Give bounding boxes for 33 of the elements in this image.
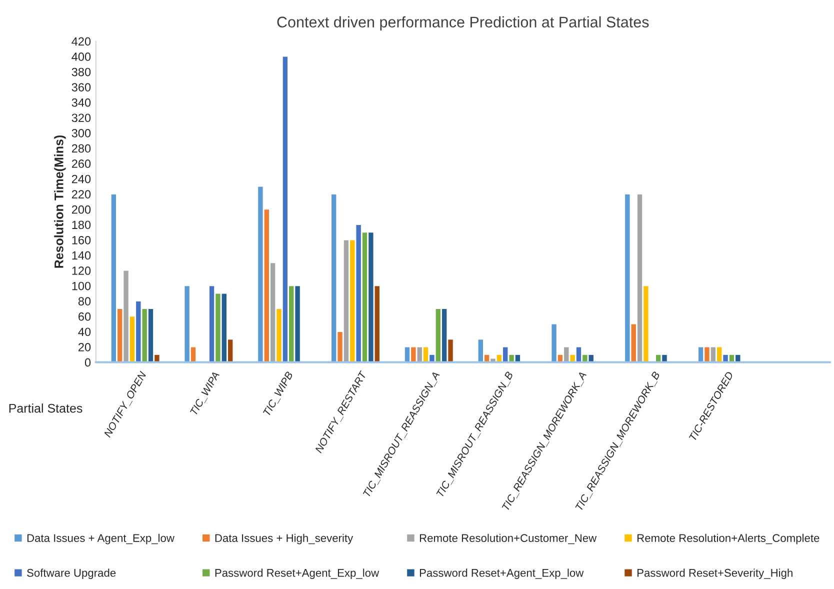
y-tick-label: 20: [78, 342, 91, 352]
y-tick-label: 200: [72, 205, 91, 214]
legend-label: Software Upgrade: [27, 568, 116, 579]
y-tick-label: 240: [72, 174, 91, 184]
y-tick-label: 400: [72, 52, 91, 61]
y-tick-label: 300: [72, 128, 91, 138]
legend-label: Password Reset+Agent_Exp_low: [420, 568, 584, 579]
legend-label: Remote Resolution+Alerts_Complete: [638, 534, 820, 544]
y-tick-label: 340: [72, 98, 91, 107]
legend-label: Remote Resolution+Customer_New: [420, 534, 597, 544]
y-tick-label: 0: [84, 358, 91, 367]
y-tick-label: 80: [78, 297, 91, 306]
y-axis-title: Resolution Time(Mins): [54, 135, 66, 268]
y-tick-label: 220: [72, 190, 91, 198]
y-tick-label: 280: [72, 144, 91, 153]
y-tick-label: 260: [72, 160, 91, 168]
legend-label: Password Reset+Agent_Exp_low: [215, 568, 380, 579]
y-tick-label: 140: [72, 251, 91, 260]
x-axis-title: Partial States: [9, 404, 82, 413]
y-tick-label: 360: [72, 83, 91, 92]
y-tick-label: 160: [72, 236, 91, 244]
y-tick-label: 120: [72, 266, 91, 275]
y-tick-label: 380: [72, 68, 91, 76]
y-tick-label: 320: [72, 114, 91, 122]
legend-label: Data Issues + High_severity: [215, 534, 354, 544]
y-tick-label: 40: [78, 328, 91, 336]
y-tick-label: 180: [72, 220, 91, 230]
y-tick-label: 420: [72, 37, 91, 46]
legend-label: Password Reset+Severity_High: [638, 568, 792, 579]
chart-title: Context driven performance Prediction at Partial States: [277, 16, 649, 31]
legend-label: Data Issues + Agent_Exp_low: [27, 534, 174, 544]
y-tick-label: 100: [72, 282, 91, 290]
y-tick-label: 60: [78, 312, 91, 321]
